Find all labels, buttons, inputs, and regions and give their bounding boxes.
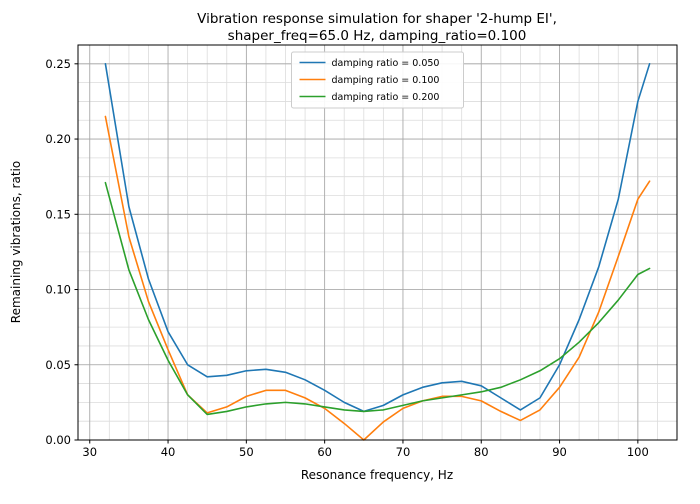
x-tick-label: 60 — [317, 445, 332, 459]
y-tick-label: 0.25 — [45, 57, 71, 71]
series-line-2 — [104, 181, 651, 416]
x-axis-label: Resonance frequency, Hz — [301, 468, 453, 482]
y-tick-label: 0.00 — [45, 433, 71, 447]
legend-label: damping ratio = 0.200 — [332, 92, 440, 103]
chart-title-line2: shaper_freq=65.0 Hz, damping_ratio=0.100 — [228, 28, 527, 44]
x-tick-label: 50 — [239, 445, 254, 459]
x-tick-label: 30 — [82, 445, 97, 459]
y-tick-label: 0.15 — [45, 207, 71, 221]
y-tick-label: 0.05 — [45, 358, 71, 372]
legend-label: damping ratio = 0.100 — [332, 75, 440, 86]
x-tick-label: 100 — [627, 445, 649, 459]
plot-frame — [77, 44, 678, 441]
y-tick-label: 0.10 — [45, 283, 71, 297]
series-line-0 — [104, 63, 651, 413]
x-tick-label: 40 — [161, 445, 176, 459]
x-tick-label: 80 — [474, 445, 489, 459]
plot-area: 30 40 50 60 70 80 90 100 0.00 0.05 0.10 0.15 0.20 0.2… — [45, 44, 678, 459]
legend: damping ratio = 0.050 damping ratio = 0.1… — [291, 51, 464, 109]
x-tick-label: 90 — [552, 445, 567, 459]
chart-title-line1: Vibration response simulation for shaper… — [197, 11, 557, 27]
y-axis-label: Remaining vibrations, ratio — [9, 161, 23, 323]
series-line-1 — [104, 115, 651, 441]
legend-label: damping ratio = 0.050 — [332, 58, 440, 69]
x-tick-label: 70 — [396, 445, 411, 459]
y-ticks: 0.00 0.05 0.10 0.15 0.20 0.25 — [45, 57, 78, 447]
x-ticks: 30 40 50 60 70 80 90 100 — [82, 440, 649, 459]
y-tick-label: 0.20 — [45, 132, 71, 146]
